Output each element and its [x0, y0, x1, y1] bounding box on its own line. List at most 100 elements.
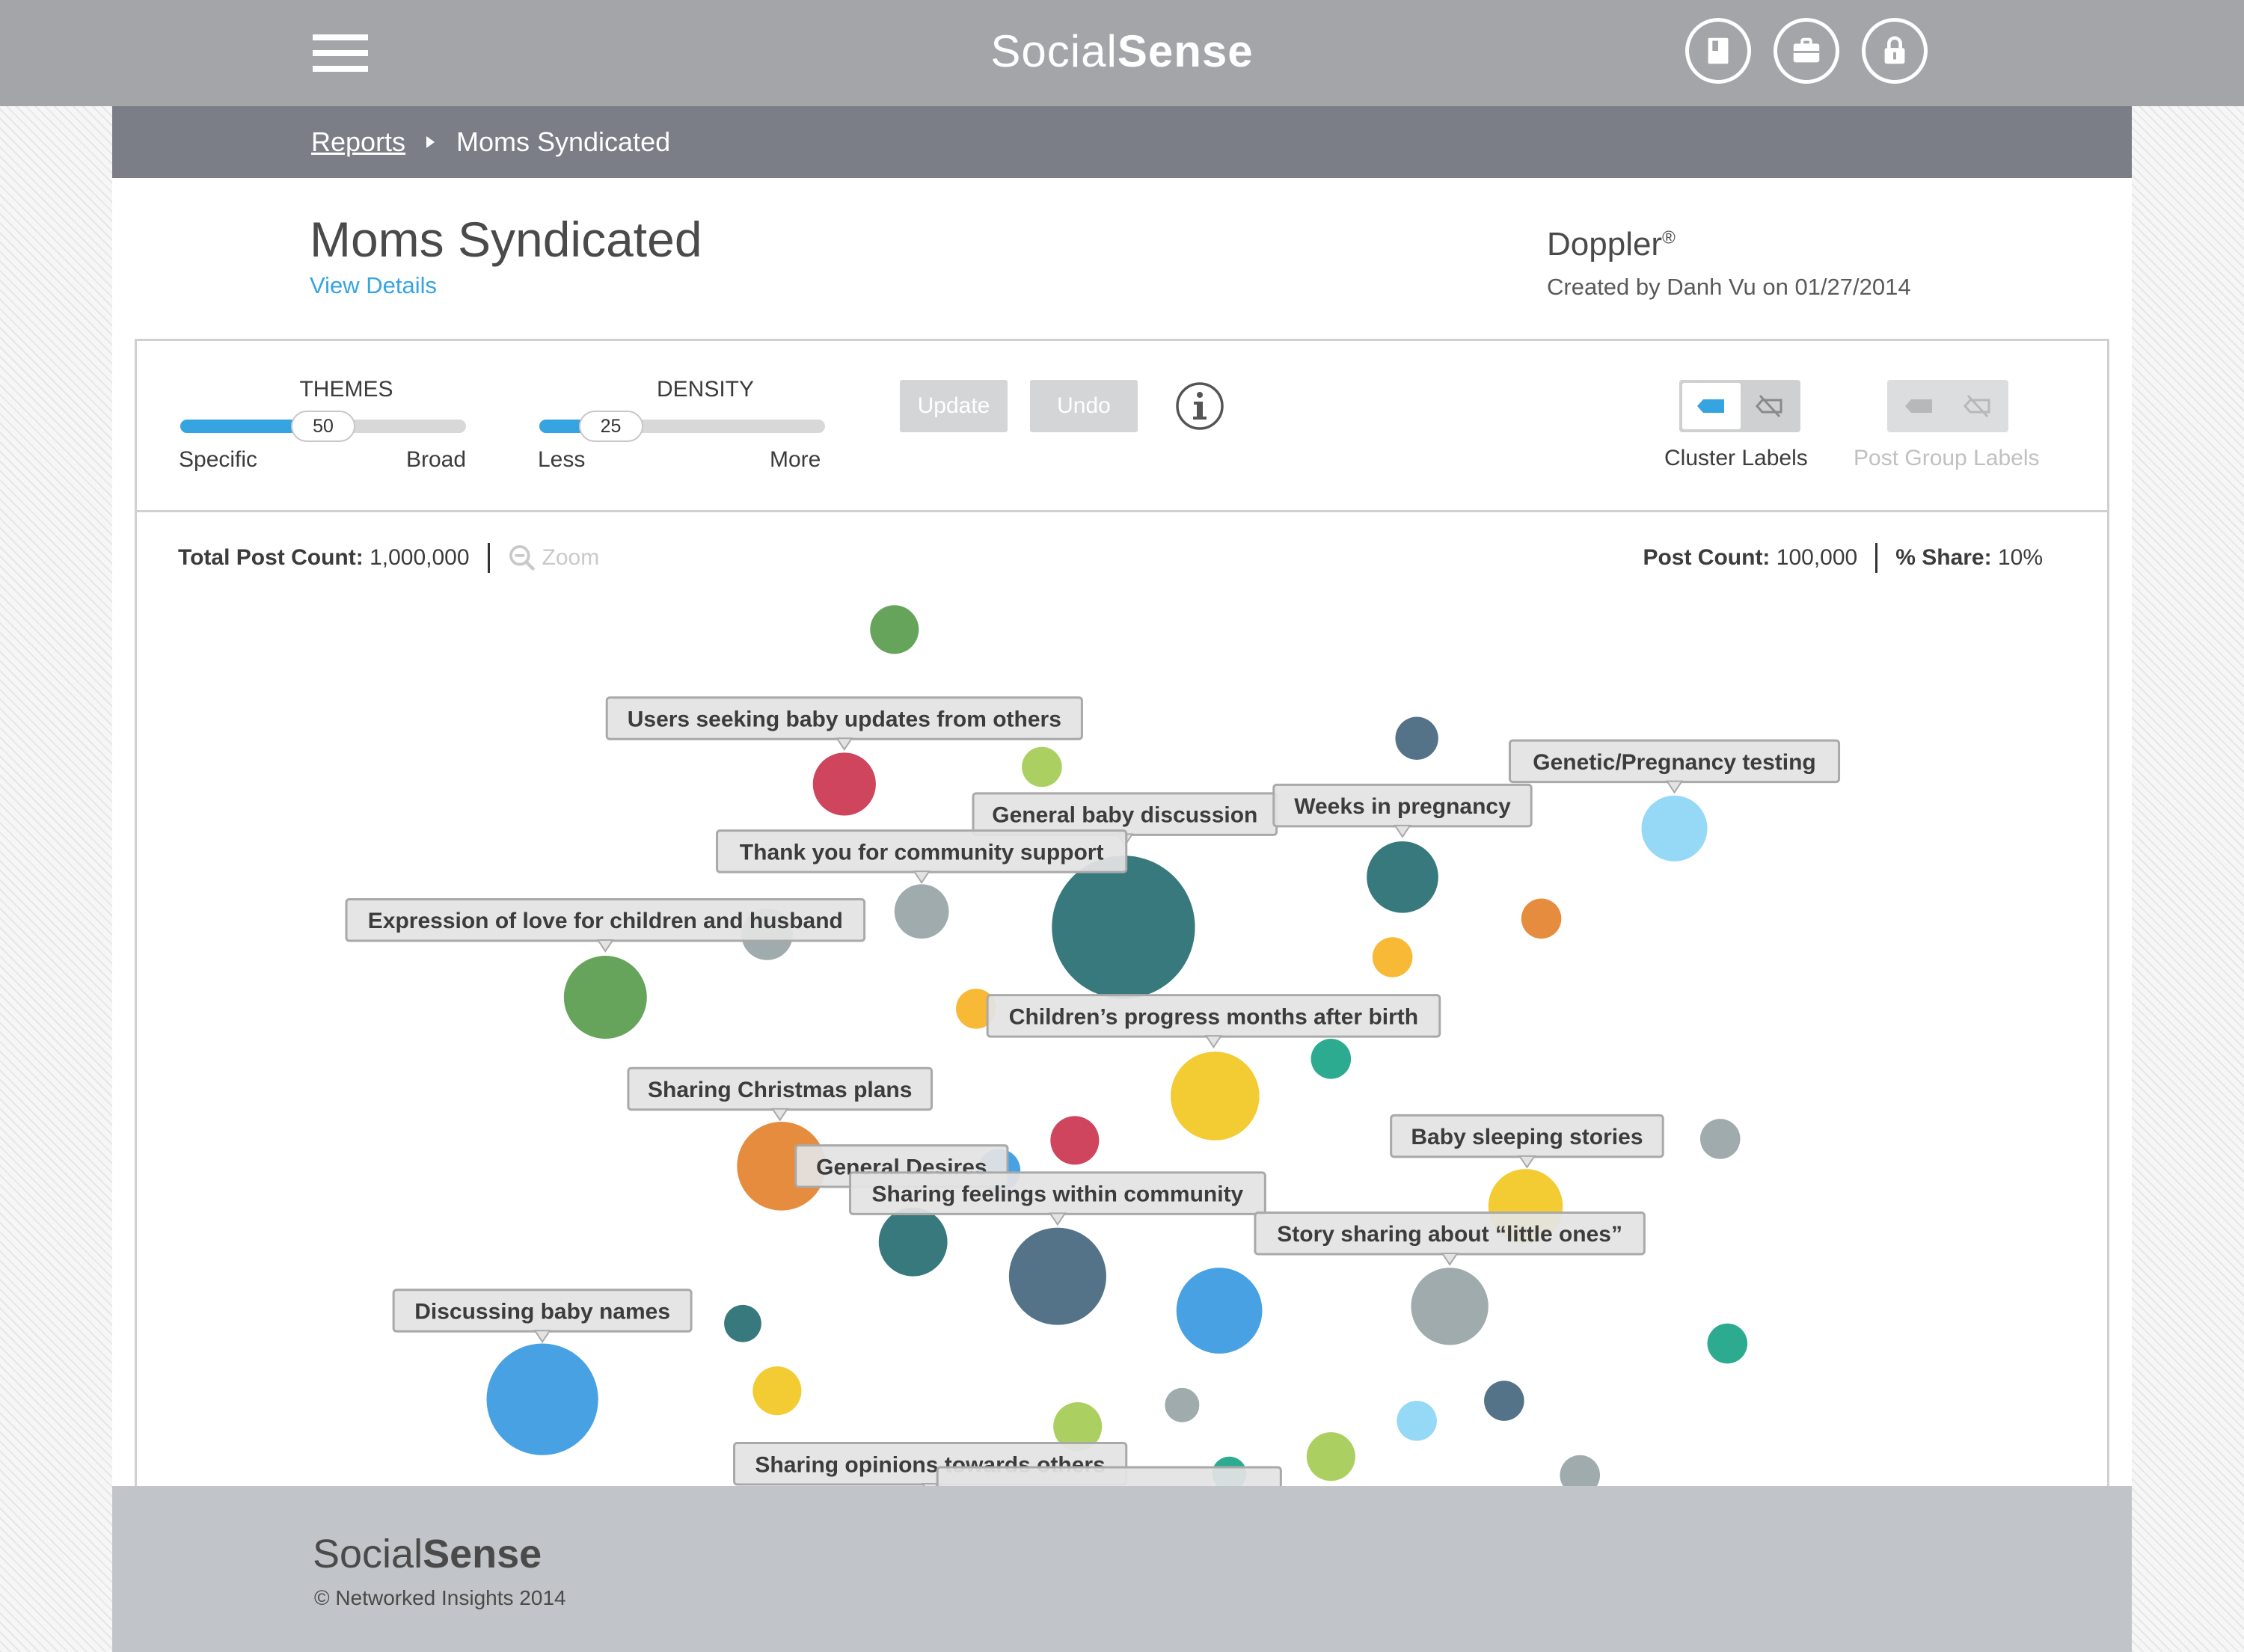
undo-button[interactable]: Undo — [1030, 380, 1138, 432]
cluster-label-pointer — [1441, 1252, 1459, 1266]
main-content: Reports Moms Syndicated Moms Syndicated … — [112, 106, 2132, 1486]
cluster-label-text: Weeks in pregnancy — [1294, 794, 1511, 819]
cluster-bubble[interactable] — [1053, 1402, 1103, 1452]
cluster-bubble[interactable] — [752, 1366, 802, 1416]
cluster-bubble[interactable] — [1052, 856, 1195, 999]
cluster-bubble[interactable] — [1484, 1381, 1524, 1421]
label-tag-icon — [1905, 399, 1932, 413]
density-title: DENSITY — [656, 377, 755, 402]
cluster-bubble[interactable] — [724, 1304, 761, 1342]
cluster-bubble[interactable] — [878, 1207, 948, 1277]
cluster-bubble[interactable] — [1397, 1401, 1437, 1441]
book-icon[interactable] — [1685, 18, 1751, 84]
selection-stats: Post Count: 100,000 % Share: 10% — [1643, 543, 2043, 573]
cluster-bubble[interactable] — [1367, 841, 1438, 913]
cluster-bubble[interactable] — [956, 989, 996, 1029]
cluster-label-pointer — [835, 737, 853, 752]
cluster-bubble[interactable] — [1022, 746, 1062, 787]
cluster-label-text: Children’s progress months after birth — [1009, 1004, 1418, 1029]
briefcase-icon[interactable] — [1774, 18, 1839, 84]
cluster-label[interactable]: Discussing baby names — [392, 1289, 693, 1344]
cluster-label[interactable]: Thank you for community support — [716, 829, 1128, 884]
menu-icon[interactable] — [313, 34, 368, 72]
cluster-bubble[interactable] — [1372, 937, 1413, 977]
cluster-labels-toggle[interactable] — [1679, 380, 1800, 432]
product-name: Doppler® — [1547, 226, 1676, 262]
cluster-bubble[interactable] — [1306, 1432, 1355, 1481]
cluster-label[interactable]: Expression of love for children and husb… — [345, 897, 866, 953]
cluster-bubble[interactable] — [1395, 716, 1438, 760]
cluster-label-pointer — [913, 870, 931, 884]
footer-logo: SocialSense — [313, 1532, 542, 1576]
cluster-label-pointer — [1204, 1035, 1223, 1048]
view-details-link[interactable]: View Details — [310, 272, 438, 298]
lock-icon[interactable] — [1862, 18, 1928, 84]
cluster-label[interactable]: Weeks in pregnancy — [1272, 783, 1533, 838]
top-bar: SocialSense — [0, 0, 2244, 106]
cluster-bubble[interactable] — [1050, 1116, 1100, 1165]
cluster-bubble[interactable] — [870, 605, 919, 654]
cluster-label-pointer — [596, 939, 615, 953]
cluster-label-pointer — [1394, 824, 1411, 838]
cluster-bubble[interactable] — [1310, 1039, 1352, 1079]
cluster-label[interactable]: Story sharing about “little ones” — [1254, 1211, 1646, 1266]
cluster-bubble[interactable] — [1707, 1323, 1748, 1364]
cluster-label[interactable]: Sharing feelings within community — [848, 1171, 1266, 1226]
zoom-out-icon — [509, 545, 535, 571]
cluster-label[interactable]: Sharing Christmas plans — [627, 1066, 934, 1122]
cluster-bubble[interactable] — [1699, 1119, 1741, 1159]
post-group-labels-toggle[interactable] — [1887, 380, 2008, 432]
cluster-label-pointer — [770, 1108, 789, 1122]
themes-slider-fill — [180, 420, 323, 433]
zoom-button[interactable]: Zoom — [508, 544, 599, 572]
cluster-label-text: Sharing feelings within community — [872, 1182, 1244, 1207]
label-hidden-icon — [1756, 394, 1782, 418]
themes-title: THEMES — [299, 377, 393, 402]
cluster-label-text: Users seeking baby updates from others — [628, 707, 1061, 731]
created-by-text: Created by Danh Vu on 01/27/2014 — [1547, 274, 1911, 300]
visualization-panel: THEMES 50 Specific Broad DENSITY 25 Less… — [135, 339, 2109, 1486]
cluster-label[interactable]: Baby sleeping stories — [1390, 1114, 1664, 1169]
cluster-label[interactable]: General baby discussion — [972, 792, 1278, 847]
cluster-bubble[interactable] — [1171, 1051, 1260, 1140]
update-button[interactable]: Update — [900, 380, 1008, 432]
cluster-label[interactable]: Genetic/Pregnancy testing — [1508, 739, 1841, 794]
themes-min-label: Specific — [179, 447, 258, 472]
cluster-bubble[interactable] — [1411, 1268, 1489, 1345]
info-icon[interactable] — [1175, 381, 1224, 431]
cluster-bubble[interactable] — [1165, 1387, 1200, 1422]
cluster-bubble[interactable] — [1008, 1227, 1106, 1325]
themes-slider-handle[interactable]: 50 — [291, 411, 355, 442]
cluster-label[interactable]: Children’s progress months after birth — [986, 994, 1441, 1048]
themes-slider[interactable]: 50 — [180, 411, 466, 442]
cluster-bubble[interactable] — [1521, 898, 1562, 939]
breadcrumb-reports-link[interactable]: Reports — [311, 126, 406, 157]
cluster-label-text: Expression of love for children and husb… — [368, 909, 843, 933]
divider — [1875, 543, 1878, 573]
cluster-label-pointer — [1049, 1212, 1067, 1226]
cluster-bubble[interactable] — [894, 884, 949, 939]
cluster-label-box — [936, 1466, 1282, 1486]
density-slider[interactable]: 25 — [539, 411, 825, 442]
breadcrumb-current: Moms Syndicated — [456, 126, 671, 157]
label-tag-icon — [1697, 399, 1724, 413]
cluster-bubble[interactable] — [1641, 795, 1708, 862]
cluster-label[interactable]: Users seeking baby updates from others — [605, 696, 1083, 752]
cluster-labels-label: Cluster Labels — [1664, 446, 1808, 470]
cluster-label-pointer — [1518, 1155, 1536, 1169]
cluster-bubble[interactable] — [812, 752, 876, 816]
cluster-label-pointer — [533, 1330, 551, 1344]
density-slider-handle[interactable]: 25 — [578, 411, 643, 442]
cluster-label-text: Genetic/Pregnancy testing — [1533, 750, 1815, 775]
cluster-bubble[interactable] — [737, 1122, 826, 1211]
cluster-bubble[interactable] — [1176, 1268, 1263, 1354]
breadcrumb-separator-icon — [426, 136, 435, 148]
cluster-label[interactable] — [936, 1466, 1282, 1486]
cluster-bubble[interactable] — [1560, 1455, 1601, 1486]
copyright-text: © Networked Insights 2014 — [314, 1586, 566, 1609]
cluster-label-pointer — [1665, 780, 1684, 794]
cluster-bubble[interactable] — [563, 956, 647, 1040]
cluster-label-text: Discussing baby names — [414, 1300, 670, 1324]
cluster-bubble[interactable] — [486, 1343, 598, 1455]
cluster-label-text: Thank you for community support — [740, 840, 1104, 865]
